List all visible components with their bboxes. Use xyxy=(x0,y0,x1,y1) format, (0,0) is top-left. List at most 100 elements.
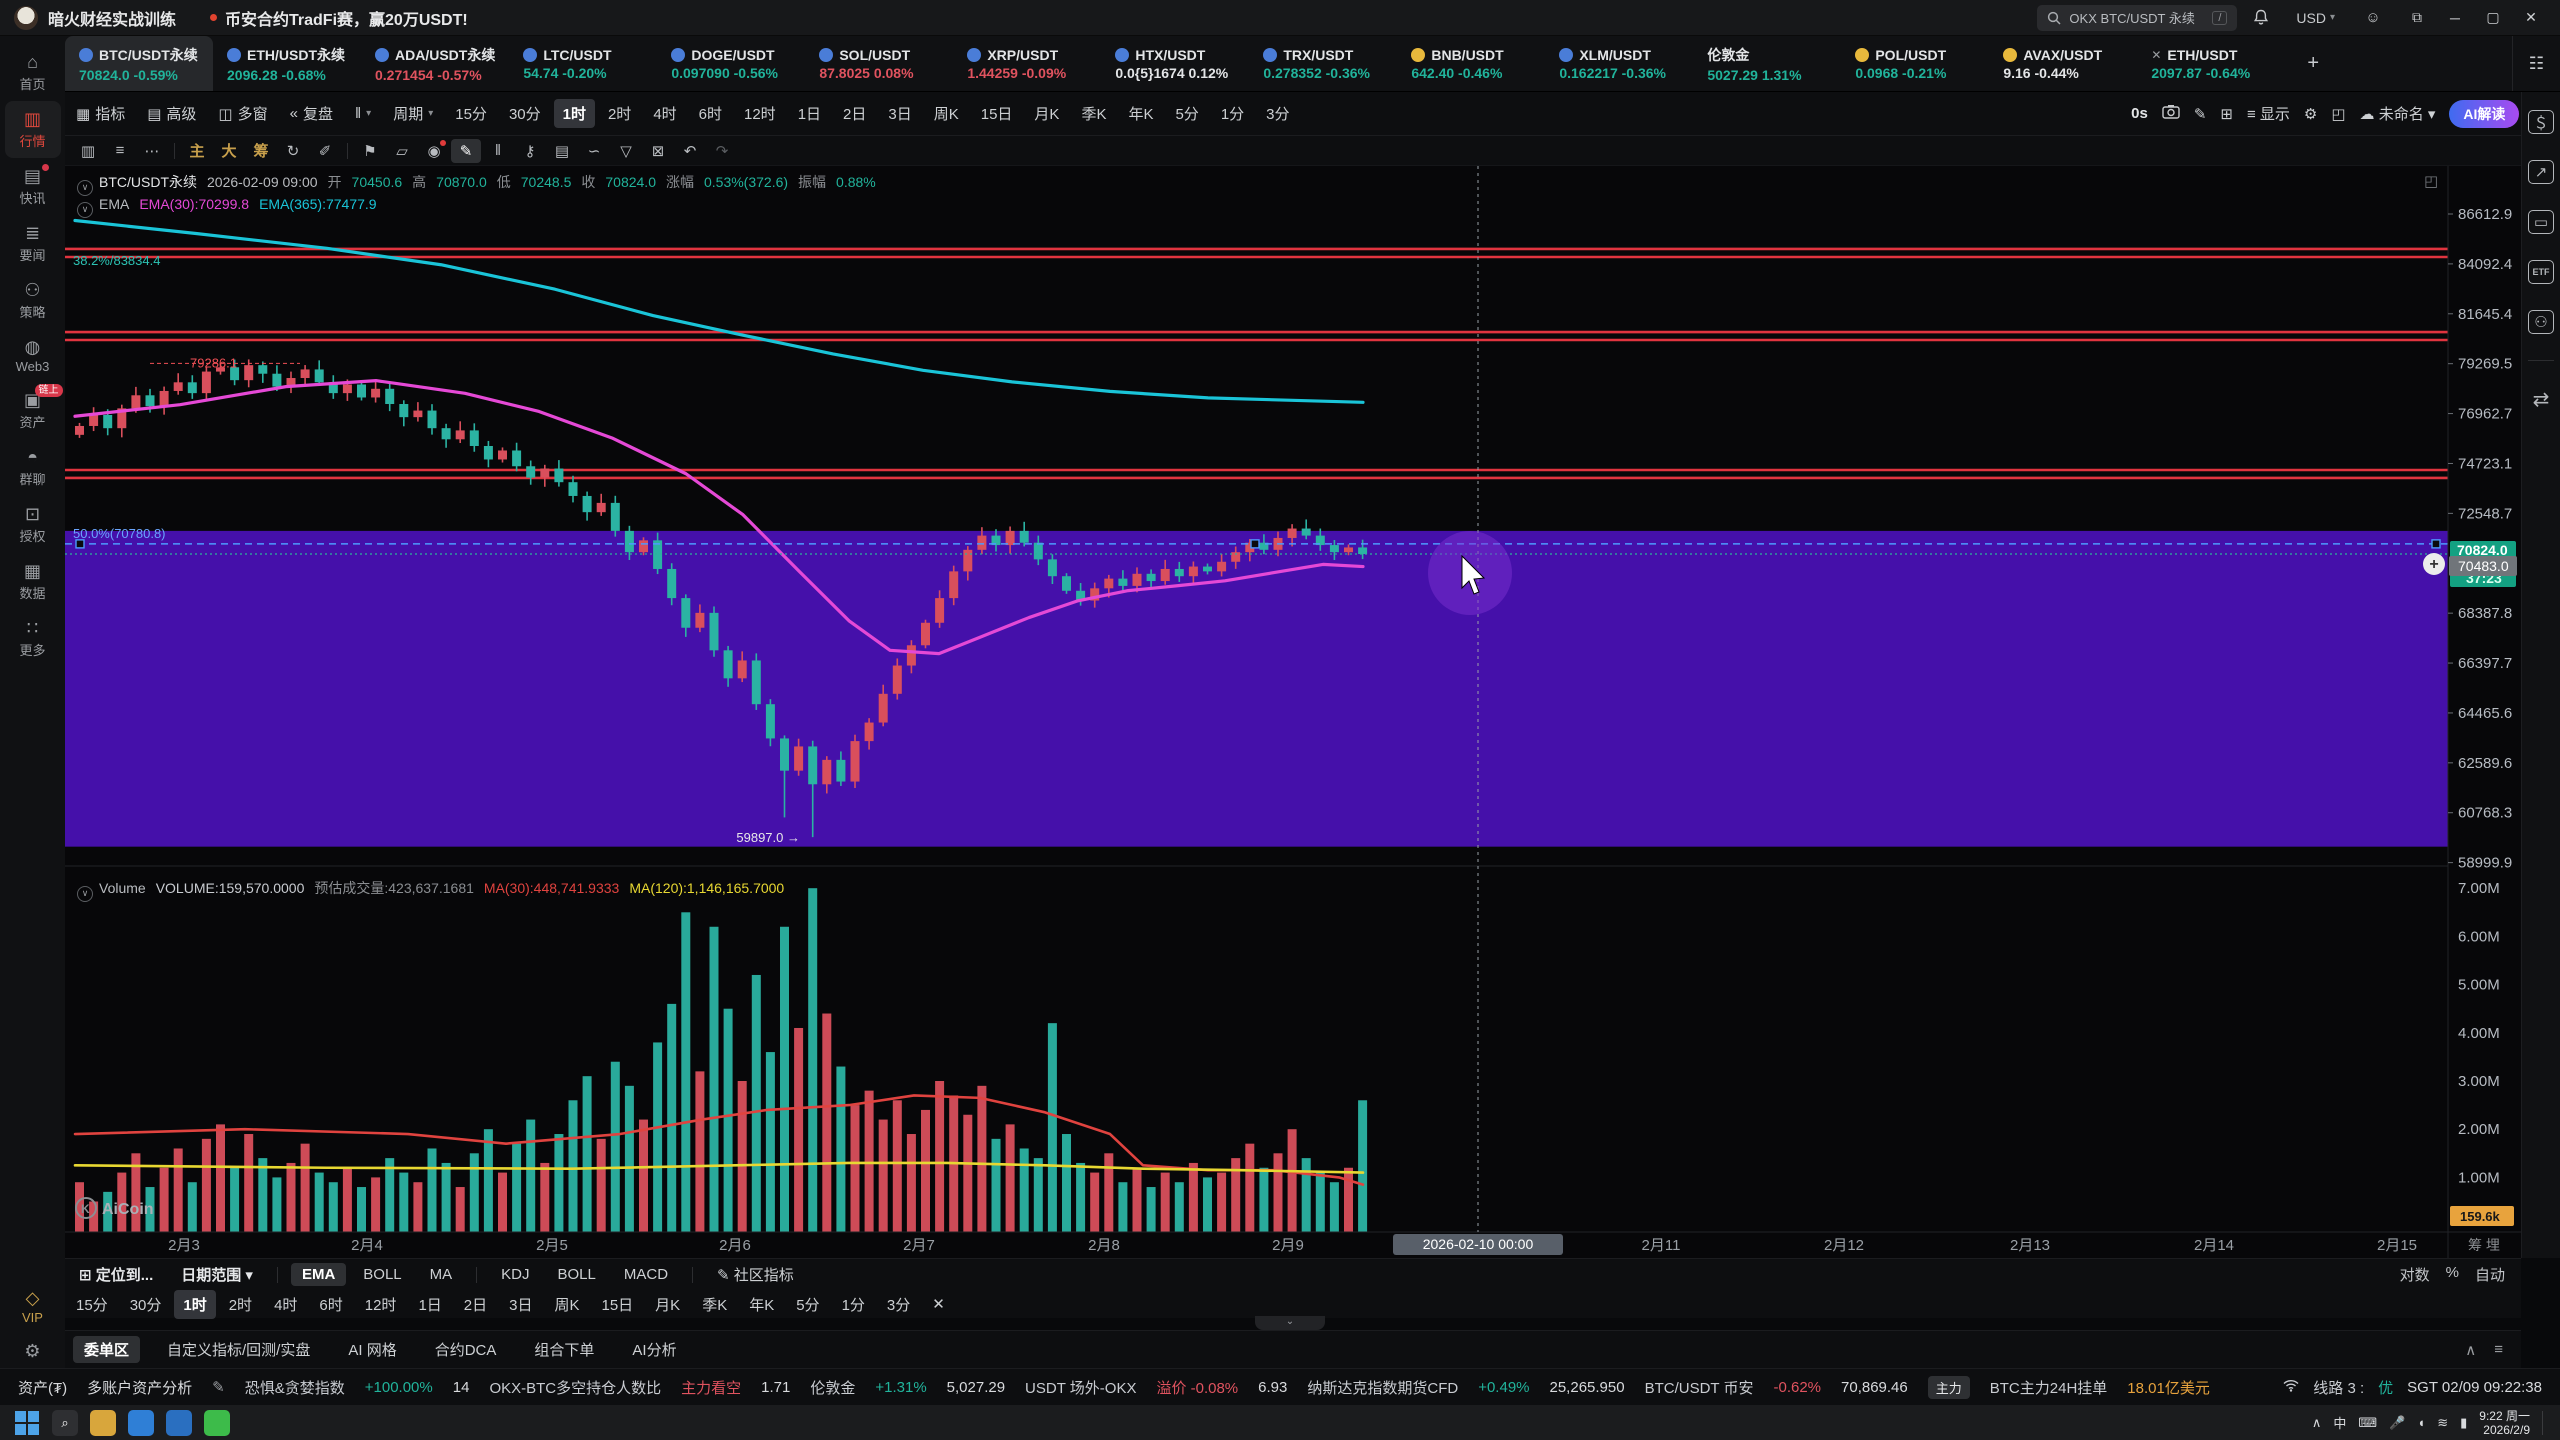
timeframe-15分[interactable]: 15分 xyxy=(455,106,487,123)
ruler-icon[interactable]: ▱ xyxy=(396,142,408,160)
panel-timeframe-1日[interactable]: 1日 xyxy=(418,1296,442,1314)
status-item[interactable]: +0.49% xyxy=(1478,1378,1530,1396)
start-button[interactable] xyxy=(14,1410,40,1436)
status-item[interactable]: 70,869.46 xyxy=(1841,1378,1908,1396)
tray-icon[interactable]: ⌨ xyxy=(2358,1414,2378,1430)
status-item[interactable]: 5,027.29 xyxy=(946,1378,1006,1396)
panel-timeframe-4时[interactable]: 4时 xyxy=(274,1296,298,1314)
add-panel-icon[interactable]: ⊞ xyxy=(2220,105,2233,123)
panel-timeframe-3分[interactable]: 3分 xyxy=(886,1296,911,1314)
bookmark-icon[interactable]: ⚑ xyxy=(363,142,377,160)
timeframe-年K[interactable]: 年K xyxy=(1128,106,1154,123)
candlestick-chart[interactable]: 86612.9 84092.4 81645.4 79269.5 76962.7 74723… xyxy=(65,166,2521,1258)
time-axis-label[interactable]: 2月14 xyxy=(2194,1237,2234,1254)
trash-icon[interactable]: ⊠ xyxy=(651,142,665,160)
tray-icon[interactable]: ≋ xyxy=(2437,1414,2449,1430)
tray-icon[interactable]: ◖ xyxy=(2417,1415,2426,1430)
ticker-ETH/USDT永续[interactable]: ETH/USDT永续 2096.28 -0.68% xyxy=(213,36,361,91)
toolbar-多窗[interactable]: ◫ 多窗 xyxy=(218,105,268,124)
drawing-handle[interactable] xyxy=(2431,539,2441,549)
panel-日期范围[interactable]: 日期范围 ▾ xyxy=(181,1267,253,1284)
timeframe-季K[interactable]: 季K xyxy=(1081,106,1107,123)
taskbar-clock[interactable]: 9:22 周一 2026/2/9 xyxy=(2479,1408,2530,1437)
large-chart-button[interactable]: 大 xyxy=(221,143,237,160)
community-indicators-tab[interactable]: ✎ 社区指标 xyxy=(717,1267,794,1284)
add-ticker-button[interactable]: + xyxy=(2307,52,2320,74)
scale-option-自动[interactable]: 自动 xyxy=(2474,1267,2505,1284)
sidebar-item-Web3[interactable]: ◍ Web3 xyxy=(15,337,50,374)
market-stats-icon[interactable]: ↗ xyxy=(2528,160,2554,184)
chip-distribution-button[interactable]: 筹 xyxy=(253,143,269,160)
edge-icon[interactable] xyxy=(128,1409,154,1436)
close-button[interactable]: ✕ xyxy=(2525,9,2537,25)
sidebar-item-数据[interactable]: ▦ 数据 xyxy=(19,561,46,601)
panel-timeframe-3日[interactable]: 3日 xyxy=(509,1296,533,1314)
fib50-label[interactable]: 50.0%(70780.8) xyxy=(73,526,166,541)
camera-icon[interactable] xyxy=(2162,104,2180,123)
bottom-tab-组合下单[interactable]: 组合下单 xyxy=(534,1342,595,1359)
maximize-button[interactable]: ▢ xyxy=(2486,9,2500,25)
low-price-label[interactable]: 59897.0 → xyxy=(736,830,800,845)
time-axis-label[interactable]: 2月8 xyxy=(1088,1237,1120,1254)
close-icon[interactable]: ✕ xyxy=(2151,47,2162,62)
kline-tool-icon[interactable]: ǁ xyxy=(494,142,502,159)
status-item[interactable]: 多账户资产分析 xyxy=(87,1379,193,1397)
status-item[interactable]: +1.31% xyxy=(875,1378,927,1396)
status-item[interactable]: USDT 场外-OKX xyxy=(1025,1379,1137,1397)
indicator-tab-KDJ[interactable]: KDJ xyxy=(501,1266,530,1283)
sidebar-item-首页[interactable]: ⌂ 首页 xyxy=(19,52,46,92)
status-item[interactable]: 6.93 xyxy=(1258,1378,1288,1396)
sidebar-item-settings-icon[interactable]: ⚙ xyxy=(5,1333,61,1368)
chart-type-icon[interactable]: ▥ xyxy=(80,142,96,160)
collapse-panel-icon[interactable]: ∧ xyxy=(2465,1341,2477,1359)
undo-icon[interactable]: ↶ xyxy=(683,142,697,160)
time-axis-label[interactable]: 2月7 xyxy=(903,1237,935,1254)
time-axis-label[interactable]: 2月15 xyxy=(2377,1237,2417,1254)
panel-menu-icon[interactable]: ≡ xyxy=(2494,1340,2503,1358)
ticker-TRX/USDT[interactable]: TRX/USDT 0.278352 -0.36% xyxy=(1249,36,1397,91)
wechat-icon[interactable] xyxy=(204,1409,230,1436)
ticker-DOGE/USDT[interactable]: DOGE/USDT 0.097090 -0.56% xyxy=(657,36,805,91)
time-axis-label[interactable]: 2月6 xyxy=(719,1237,751,1254)
status-item[interactable]: OKX-BTC多空持仓人数比 xyxy=(489,1379,662,1397)
timeframe-1分[interactable]: 1分 xyxy=(1220,106,1245,123)
ticker-XRP/USDT[interactable]: XRP/USDT 1.44259 -0.09% xyxy=(953,36,1101,91)
collapse-icon[interactable]: ∨ xyxy=(77,885,93,902)
redo-icon[interactable]: ↷ xyxy=(715,142,729,160)
time-axis-label[interactable]: 2月4 xyxy=(351,1237,383,1254)
status-item[interactable]: 25,265.950 xyxy=(1549,1378,1625,1396)
fib382-label[interactable]: 38.2%/83834.4 xyxy=(73,253,160,268)
panel-定位到...[interactable]: ⊞ 定位到... xyxy=(79,1267,154,1284)
status-item[interactable]: BTC/USDT 币安 xyxy=(1644,1379,1754,1397)
panel-timeframe-周K[interactable]: 周K xyxy=(554,1296,580,1314)
toolbar-高级[interactable]: ▤ 高级 xyxy=(147,105,197,124)
ticker-伦敦金[interactable]: 伦敦金 5027.29 1.31% xyxy=(1693,36,1841,91)
time-axis-label[interactable]: 2月11 xyxy=(1642,1237,1681,1254)
brush-icon[interactable]: ✐ xyxy=(318,142,332,160)
ticker-ETH/USDT[interactable]: ✕ ETH/USDT 2097.87 -0.64% xyxy=(2137,36,2285,91)
timeframe-1时[interactable]: 1时 xyxy=(553,99,595,128)
indicator-tab-BOLL[interactable]: BOLL xyxy=(363,1266,402,1283)
toolbar-指标[interactable]: ▦ 指标 xyxy=(76,105,126,124)
bell-icon[interactable] xyxy=(2253,9,2269,26)
status-item[interactable]: 1.71 xyxy=(761,1378,791,1396)
file-explorer-icon[interactable] xyxy=(90,1409,116,1436)
ticker-AVAX/USDT[interactable]: AVAX/USDT 9.16 -0.44% xyxy=(1989,36,2137,91)
toolbar-周期[interactable]: 周期 ▾ xyxy=(393,106,434,123)
timeframe-2时[interactable]: 2时 xyxy=(607,106,632,123)
toolbar-candle-style-icon[interactable]: ‖ ▾ xyxy=(344,105,382,122)
panel-timeframe-月K[interactable]: 月K xyxy=(655,1296,681,1314)
sidebar-item-群聊[interactable]: ◓ 群聊 xyxy=(19,447,46,487)
swap-icon[interactable]: ⇄ xyxy=(2532,388,2550,411)
announcement[interactable]: 币安合约TradFi赛，赢20万USDT! xyxy=(210,6,468,30)
expand-chart-icon[interactable]: ◰ xyxy=(2424,173,2438,190)
panel-timeframe-1时[interactable]: 1时 xyxy=(174,1289,216,1319)
status-item[interactable]: 主力看空 xyxy=(681,1379,742,1397)
search-input[interactable]: OKX BTC/USDT 永续 / xyxy=(2037,4,2238,31)
panel-timeframe-30分[interactable]: 30分 xyxy=(129,1296,162,1314)
tray-icon[interactable]: 🎤 xyxy=(2389,1414,2406,1430)
panel-timeframe-6时[interactable]: 6时 xyxy=(319,1296,343,1314)
edit-icon[interactable]: ✎ xyxy=(2193,105,2207,123)
panel-timeframe-年K[interactable]: 年K xyxy=(749,1296,775,1314)
collapse-nub[interactable]: ⌄ xyxy=(1255,1316,1325,1330)
